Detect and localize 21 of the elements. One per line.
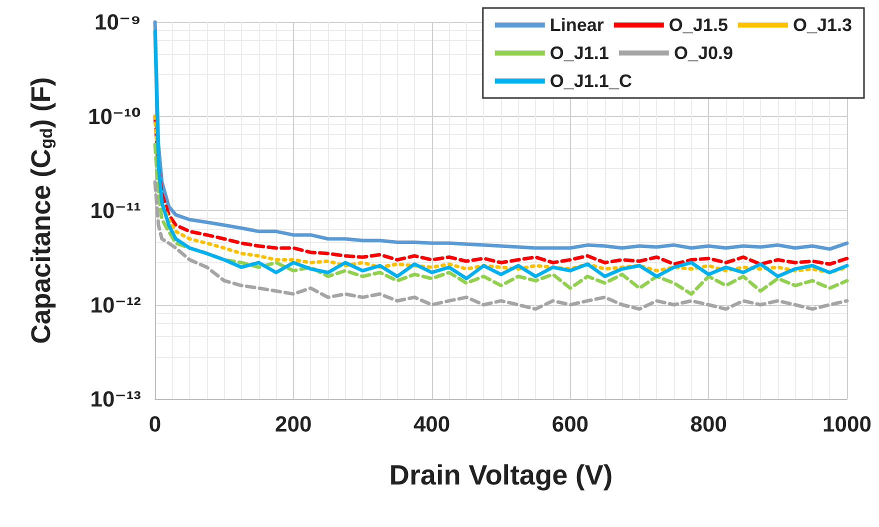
- line-series: [153, 180, 849, 311]
- y-tick-label: 10⁻¹¹: [90, 198, 141, 223]
- legend-label: Linear: [550, 15, 604, 35]
- legend-label: O_J1.1_C: [550, 71, 632, 91]
- y-tick-label: 10⁻¹²: [90, 292, 141, 318]
- x-tick-label: 1000: [822, 412, 872, 436]
- x-tick-label: 600: [552, 412, 589, 436]
- y-axis-title: Capacitance (Cgd) (F): [26, 77, 56, 344]
- legend-label: O_J1.1: [550, 43, 609, 63]
- y-tick-label: 10⁻¹⁰: [88, 104, 141, 129]
- legend-label: O_J1.3: [792, 15, 852, 35]
- y-tick-label: 10⁻¹³: [90, 386, 141, 412]
- y-tick-label: 10⁻⁹: [94, 10, 141, 34]
- line-series: [153, 142, 849, 296]
- x-axis-title: Drain Voltage (V): [389, 460, 613, 490]
- x-tick-label: 200: [275, 412, 312, 436]
- x-tick-label: 400: [413, 412, 450, 436]
- x-tick-label: 0: [148, 412, 162, 436]
- legend-label: O_J1.5: [668, 15, 728, 35]
- legend-label: O_J0.9: [674, 43, 733, 63]
- x-tick-label: 800: [690, 412, 727, 436]
